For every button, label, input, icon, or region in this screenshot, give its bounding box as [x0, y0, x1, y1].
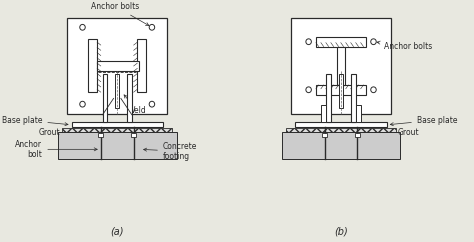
Bar: [327, 74, 331, 122]
Circle shape: [306, 87, 311, 93]
Text: Concrete
footing: Concrete footing: [144, 142, 197, 161]
Circle shape: [306, 39, 311, 45]
Bar: [128, 74, 132, 122]
Bar: [67, 18, 167, 114]
Circle shape: [80, 101, 85, 107]
Bar: [339, 74, 343, 108]
Circle shape: [371, 87, 376, 93]
Text: Grout: Grout: [39, 129, 61, 137]
Bar: [286, 128, 396, 135]
Text: Weld: Weld: [124, 95, 146, 115]
Bar: [337, 46, 345, 85]
Bar: [102, 74, 107, 122]
Bar: [63, 128, 172, 135]
Text: (b): (b): [334, 227, 348, 237]
Circle shape: [149, 24, 155, 30]
Bar: [321, 105, 327, 122]
Text: Grout: Grout: [398, 129, 419, 137]
Bar: [282, 132, 401, 159]
Circle shape: [149, 101, 155, 107]
Bar: [72, 122, 163, 127]
Bar: [115, 74, 119, 108]
Text: Anchor bolts: Anchor bolts: [377, 41, 433, 51]
Bar: [99, 133, 103, 137]
Bar: [316, 37, 366, 46]
Text: Base plate: Base plate: [2, 115, 68, 126]
Bar: [97, 61, 139, 70]
Circle shape: [80, 24, 85, 30]
Bar: [316, 85, 366, 95]
Bar: [291, 18, 392, 114]
Bar: [58, 132, 177, 159]
Text: Base plate: Base plate: [390, 115, 457, 126]
Text: Anchor
bolt: Anchor bolt: [15, 140, 97, 159]
Text: (a): (a): [110, 227, 124, 237]
Bar: [322, 133, 327, 137]
Text: Anchor bolts: Anchor bolts: [91, 2, 149, 26]
Bar: [137, 39, 146, 92]
Bar: [88, 39, 97, 92]
Bar: [131, 133, 136, 137]
Bar: [351, 74, 356, 122]
Circle shape: [371, 39, 376, 45]
Bar: [355, 133, 360, 137]
Bar: [356, 105, 361, 122]
Bar: [295, 122, 387, 127]
